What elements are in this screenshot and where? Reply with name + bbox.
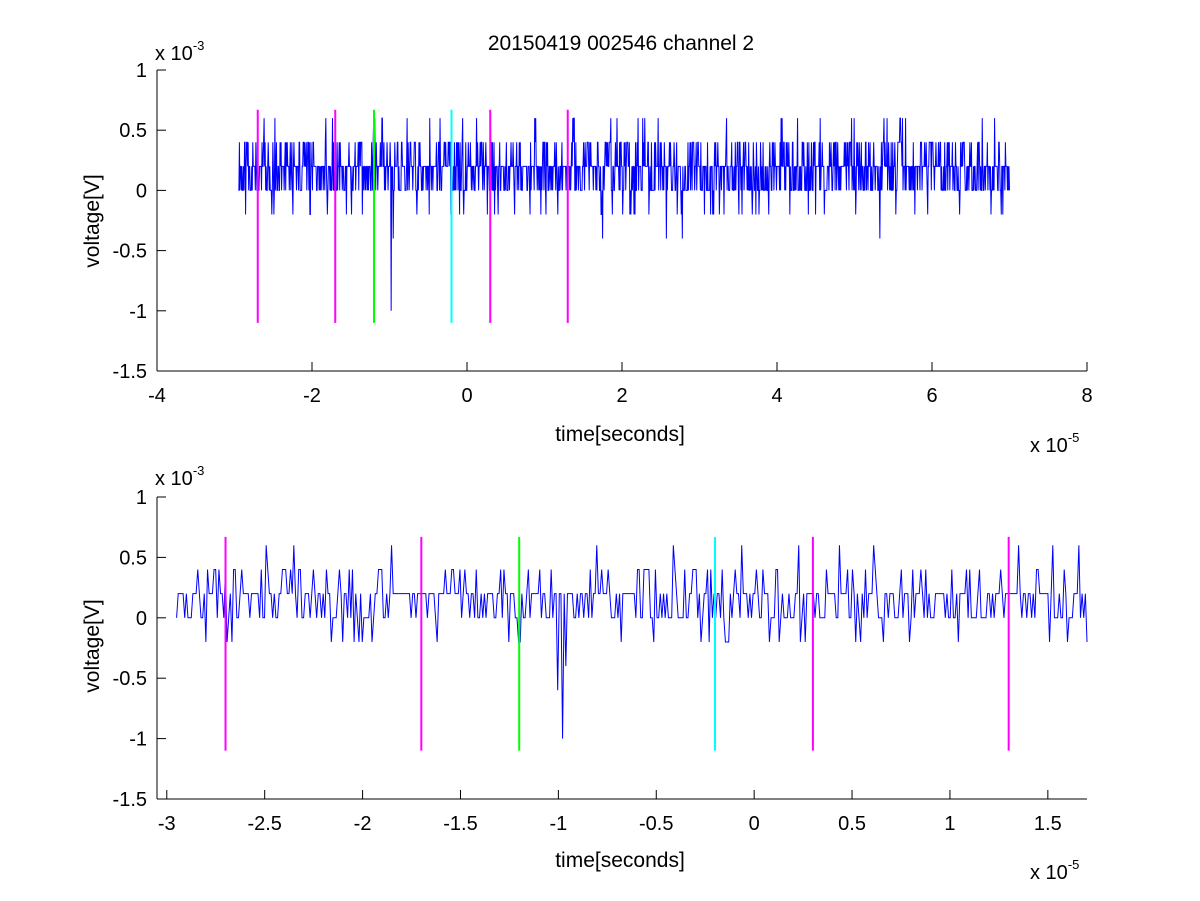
x-tick-label: 8 (1081, 385, 1092, 407)
x-tick-label: -2.5 (247, 813, 281, 835)
y-tick-label: -1.5 (113, 789, 147, 811)
x-tick-label: 1 (944, 813, 955, 835)
x-tick-label: 1.5 (1034, 813, 1062, 835)
bottom-xaxis-label: time[seconds] (555, 849, 685, 872)
y-tick-label: 1 (136, 60, 147, 82)
bottom-yaxis-label: voltage[V] (81, 599, 104, 692)
x-tick-label: -4 (148, 385, 166, 407)
x-tick-label: -1.5 (443, 813, 477, 835)
bottom-y-multiplier-exp: -3 (193, 463, 205, 478)
y-tick-label: 0 (136, 608, 147, 630)
x-tick-label: 0.5 (838, 813, 866, 835)
series-line-0 (176, 545, 1088, 739)
top-y-multiplier: x 10-3 (155, 38, 204, 65)
series-line-0 (238, 117, 1010, 311)
x-tick-label: 0 (461, 385, 472, 407)
x-tick-label: 6 (926, 385, 937, 407)
y-tick-label: -0.5 (113, 668, 147, 690)
top-yaxis-label: voltage[V] (81, 174, 104, 267)
top-y-multiplier-exp: -3 (193, 38, 205, 53)
bottom-y-multiplier: x 10-3 (155, 463, 204, 490)
bottom-x-multiplier-exp: -5 (1068, 857, 1080, 872)
top-xaxis-label: time[seconds] (555, 423, 685, 446)
axes-bottom-marks (176, 536, 1088, 751)
top-y-multiplier-base: x 10 (155, 43, 193, 65)
x-tick-label: -1 (549, 813, 567, 835)
axes-bottom: -3 -2.5 -2 -1.5 -1 -0.5 0 0.5 1 1.5 -1.5 -1 -0.5 0 0.5… (81, 463, 1088, 884)
x-tick-label: 0 (749, 813, 760, 835)
y-tick-label: 0 (136, 180, 147, 202)
figure-title: 20150419 002546 channel 2 (488, 32, 754, 55)
x-tick-label: -2 (354, 813, 372, 835)
top-x-multiplier: x 10-5 (1030, 430, 1079, 457)
x-tick-label: 2 (616, 385, 627, 407)
y-tick-label: -1.5 (113, 361, 147, 383)
axes-top-ticks: -4 -2 0 2 4 6 8 -1.5 -1 -0.5 0 0.5 1 (113, 60, 1093, 407)
axes-top: -4 -2 0 2 4 6 8 -1.5 -1 -0.5 0 0.5 1 time[seconds] v… (81, 38, 1093, 457)
y-tick-label: -1 (129, 729, 147, 751)
y-tick-label: 0.5 (119, 547, 147, 569)
axes-bottom-frame (156, 497, 1087, 800)
axes-bottom-ticks: -3 -2.5 -2 -1.5 -1 -0.5 0 0.5 1 1.5 -1.5 -1 -0.5 0 0.5… (113, 487, 1062, 835)
bottom-x-multiplier-base: x 10 (1030, 862, 1068, 884)
bottom-x-multiplier: x 10-5 (1030, 857, 1079, 884)
x-tick-label: -3 (158, 813, 176, 835)
x-tick-label: 4 (771, 385, 782, 407)
y-tick-label: 1 (136, 487, 147, 509)
y-tick-label: 0.5 (119, 120, 147, 142)
x-tick-label: -0.5 (639, 813, 673, 835)
top-x-multiplier-base: x 10 (1030, 435, 1068, 457)
x-tick-label: -2 (303, 385, 321, 407)
top-x-multiplier-exp: -5 (1068, 430, 1080, 445)
y-tick-label: -1 (129, 301, 147, 323)
bottom-y-multiplier-base: x 10 (155, 468, 193, 490)
y-tick-label: -0.5 (113, 241, 147, 263)
axes-top-marks (238, 109, 1010, 323)
